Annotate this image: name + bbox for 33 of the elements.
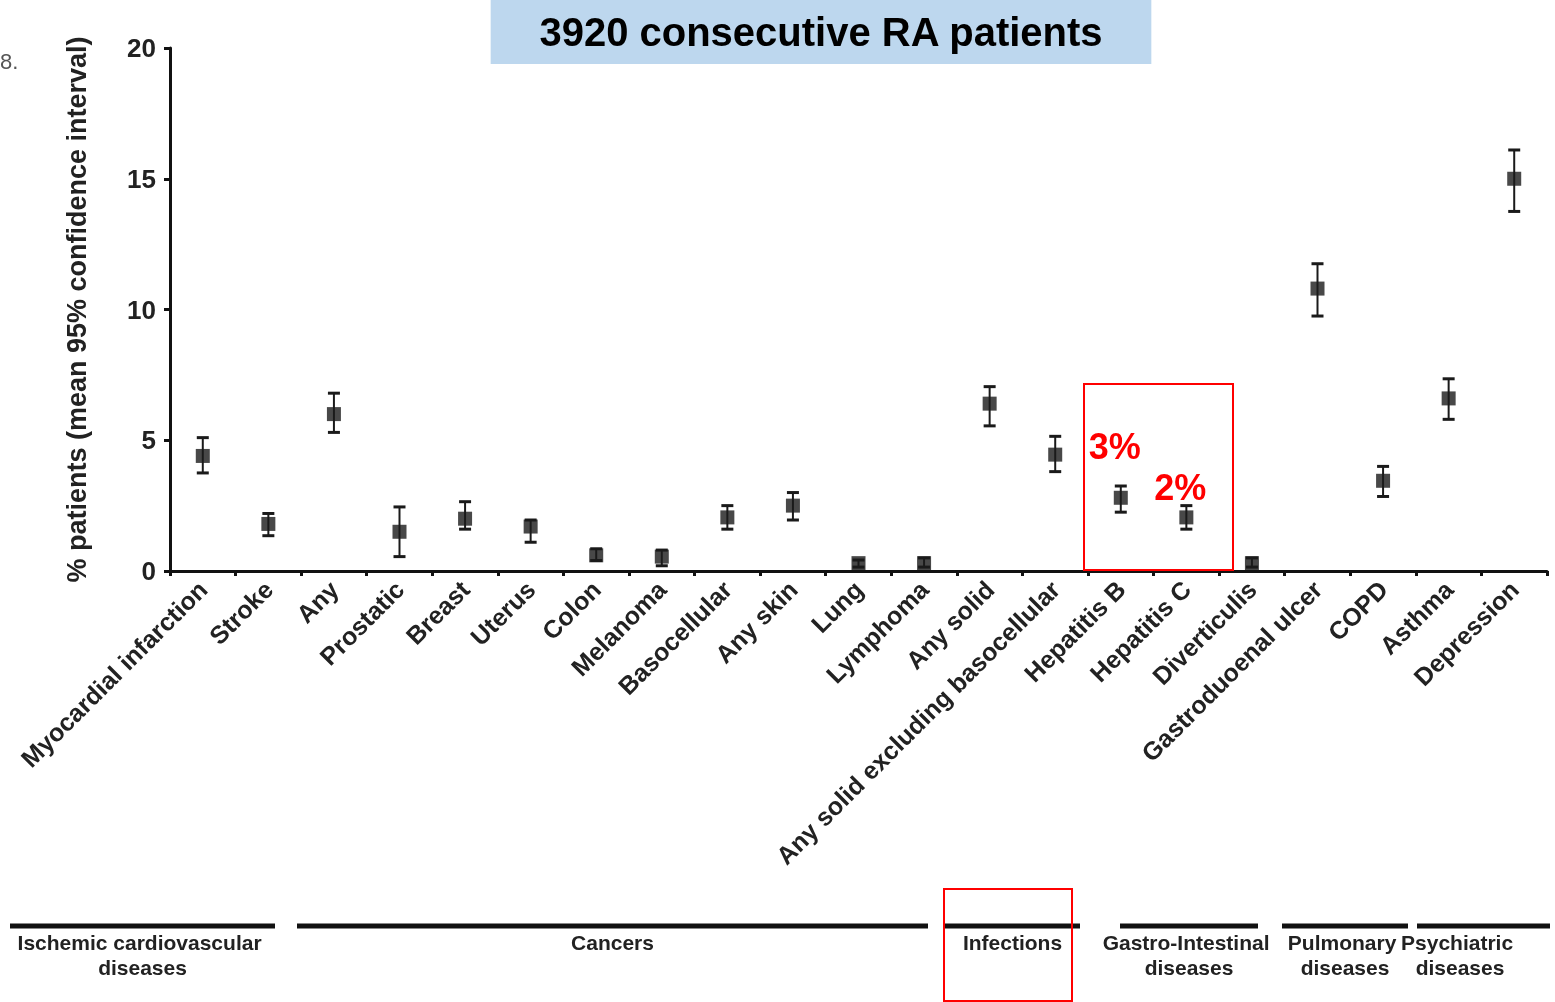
- text: Pulmonary diseases: [1287, 931, 1403, 979]
- point: [523, 519, 538, 534]
- annotation: 3%: [1088, 426, 1141, 468]
- text: Gastro-Intestinal diseases: [1102, 931, 1276, 979]
- chart-title: 3920 consecutive RA patients: [539, 10, 1103, 54]
- y-axis-title: % patients (mean 95% confidence interval): [61, 36, 92, 583]
- y-tick-label: 5: [141, 425, 156, 456]
- point: [392, 524, 407, 539]
- point: [326, 407, 341, 422]
- text: 8.: [0, 48, 19, 74]
- y-tick-label: 15: [127, 163, 156, 194]
- y-tick-label: 20: [127, 33, 156, 63]
- point: [654, 549, 669, 564]
- text: Psychiatric diseases: [1401, 931, 1519, 979]
- point: [458, 511, 473, 526]
- text: Infections: [962, 931, 1063, 954]
- point: [1376, 473, 1391, 488]
- point: [195, 448, 210, 463]
- point: [261, 516, 276, 531]
- point: [1310, 281, 1325, 296]
- y-tick-label: 0: [141, 556, 156, 586]
- point: [720, 510, 735, 525]
- text: Cancers: [571, 931, 654, 954]
- point: [1507, 171, 1522, 186]
- annotation: 2%: [1154, 466, 1207, 508]
- y-tick-label: 10: [127, 294, 156, 325]
- text: Ischemic cardiovascular diseases: [17, 931, 268, 979]
- point: [785, 498, 800, 513]
- point: [1179, 510, 1194, 525]
- point: [982, 396, 997, 411]
- point: [1113, 490, 1128, 505]
- point: [1048, 447, 1063, 462]
- point: [1441, 391, 1456, 406]
